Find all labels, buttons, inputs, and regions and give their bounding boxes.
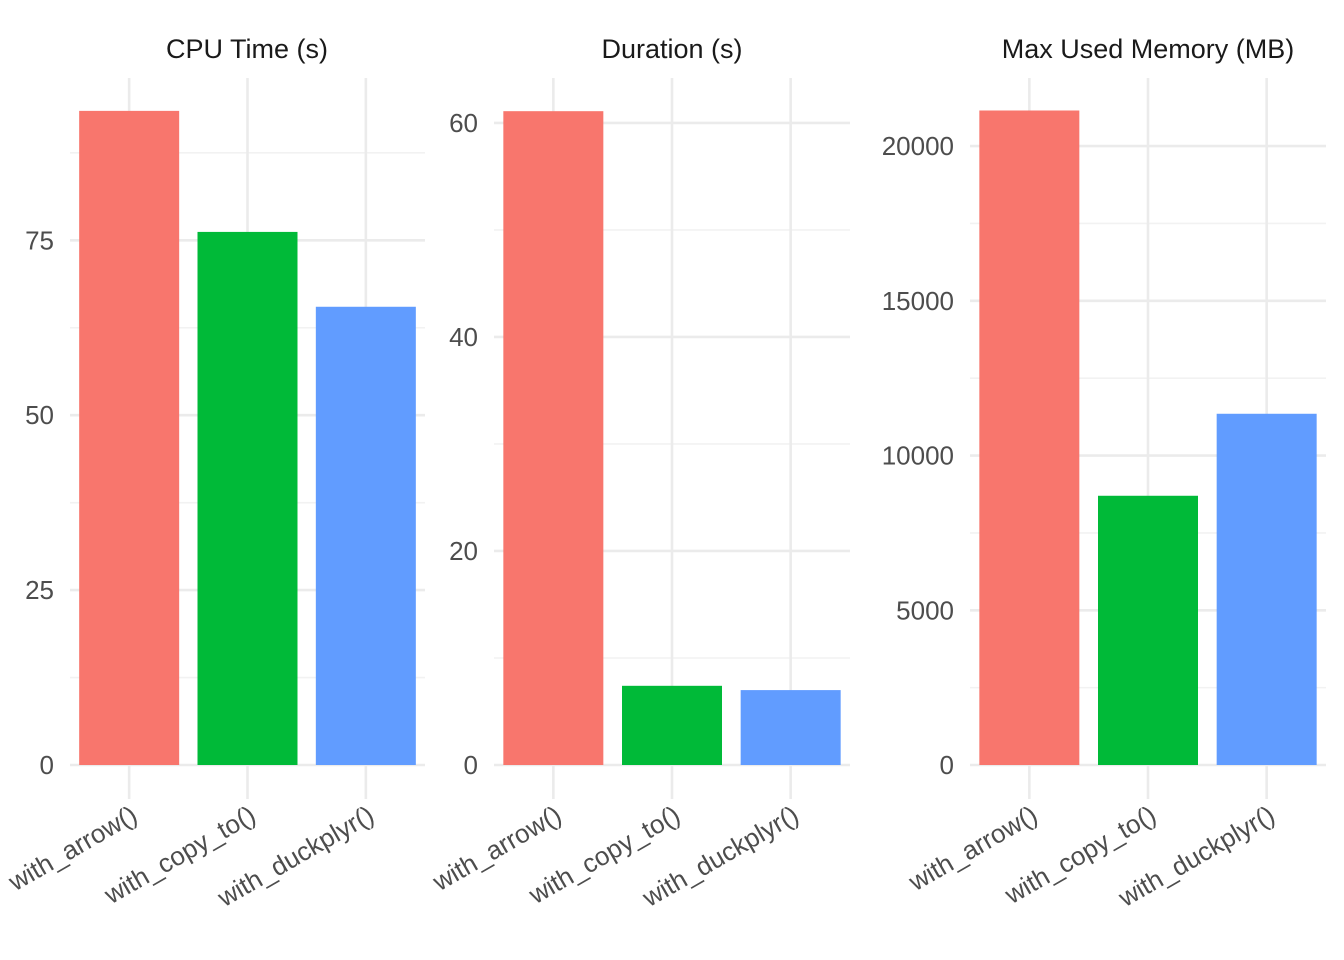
panel-title-duration: Duration (s): [601, 34, 742, 64]
panel-title-cpu-time: CPU Time (s): [166, 34, 328, 64]
y-tick-label: 10000: [882, 441, 954, 471]
y-tick-label: 0: [464, 750, 478, 780]
y-tick-label: 75: [25, 225, 54, 255]
y-tick-label: 40: [449, 322, 478, 352]
panel-title-max-used-memory: Max Used Memory (MB): [1002, 34, 1295, 64]
y-tick-label: 0: [40, 750, 54, 780]
y-tick-label: 5000: [896, 595, 954, 625]
y-tick-label: 20: [449, 536, 478, 566]
y-tick-label: 15000: [882, 286, 954, 316]
bar-arrow: [503, 111, 604, 765]
bar-duckplyr: [740, 690, 841, 765]
y-tick-label: 25: [25, 575, 54, 605]
y-tick-label: 20000: [882, 131, 954, 161]
y-tick-label: 0: [940, 750, 954, 780]
bar-arrow: [79, 110, 180, 765]
bar-arrow: [979, 110, 1080, 766]
y-tick-label: 60: [449, 108, 478, 138]
bar-copy-to: [622, 685, 722, 765]
bar-duckplyr: [1216, 413, 1317, 765]
panel-max-used-memory: Max Used Memory (MB) 0 5000 10000 15000 2000…: [882, 34, 1326, 913]
bar-duckplyr: [315, 306, 416, 765]
bar-copy-to: [197, 231, 298, 765]
panel-duration: Duration (s) 0204060with_arrow()with_cop…: [427, 34, 850, 913]
y-tick-label: 50: [25, 400, 54, 430]
bar-copy-to: [1098, 495, 1198, 765]
panel-cpu-time: CPU Time (s) 0255075with_arrow()with_cop…: [2, 34, 425, 913]
